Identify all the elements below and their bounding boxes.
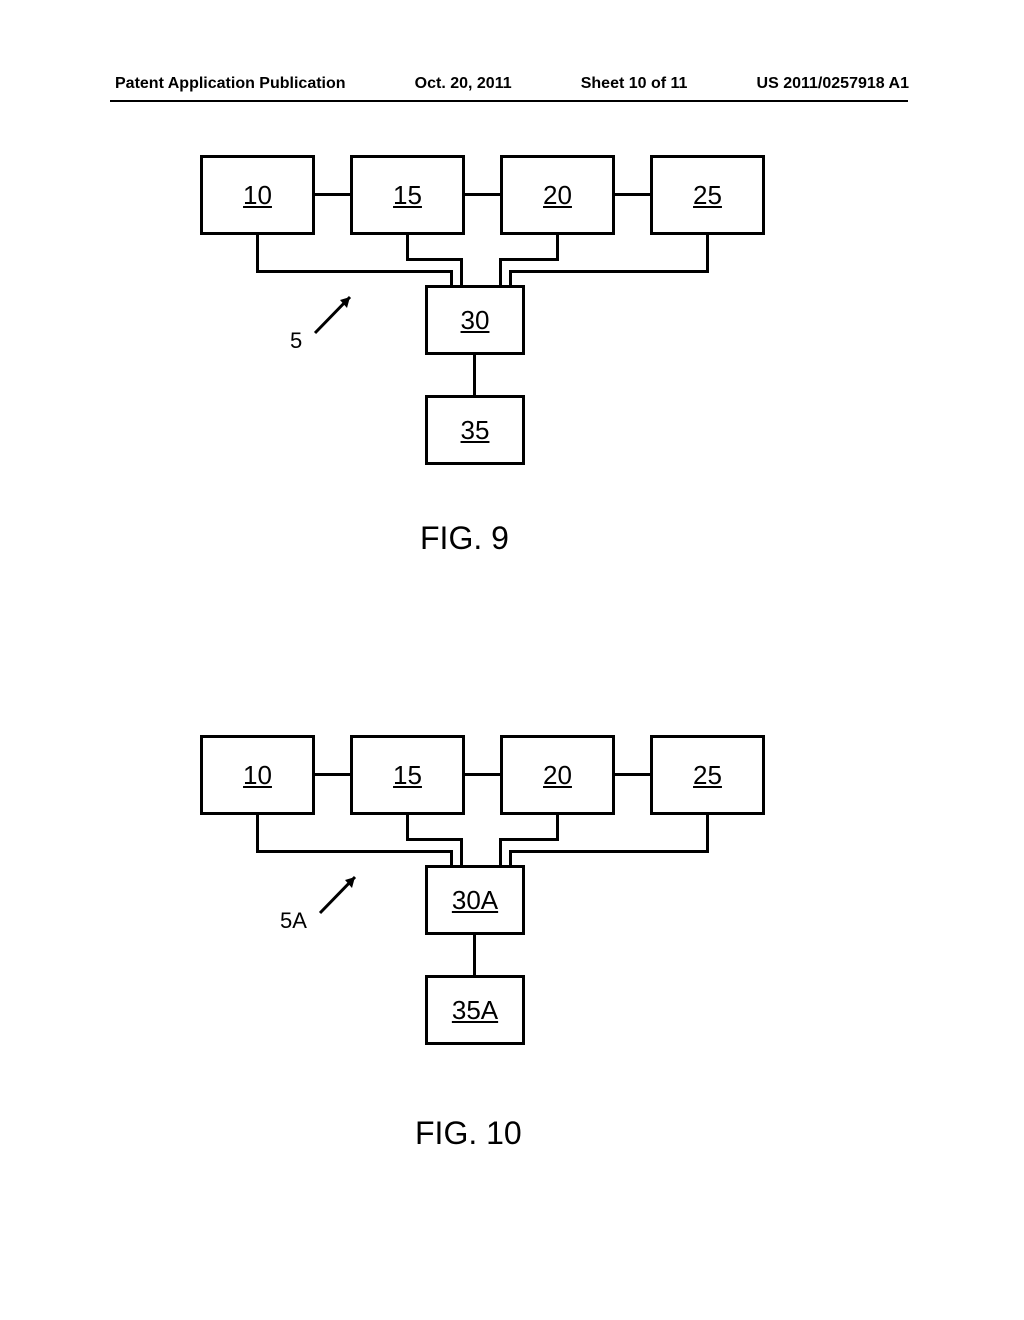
fig10-box-35a-label: 35A [452, 995, 498, 1026]
fig9-vdrop-10 [256, 235, 259, 270]
fig10-box-10-label: 10 [243, 760, 272, 791]
fig9-box-15: 15 [350, 155, 465, 235]
fig10-vdrop-25 [706, 815, 709, 850]
fig9-hconn-20-25 [615, 193, 650, 196]
fig10-box-35a: 35A [425, 975, 525, 1045]
fig9-vdrop-15 [406, 235, 409, 260]
fig9-hconn-10-15 [315, 193, 350, 196]
fig10-box-15-label: 15 [393, 760, 422, 791]
pub-type: Patent Application Publication [115, 75, 346, 93]
fig9-box-30: 30 [425, 285, 525, 355]
fig9-box-25: 25 [650, 155, 765, 235]
fig9-box-25-label: 25 [693, 180, 722, 211]
fig9-vconn-30-35 [473, 355, 476, 395]
fig9-box-15-label: 15 [393, 180, 422, 211]
fig9-vdrop-20 [556, 235, 559, 260]
fig10-box-20: 20 [500, 735, 615, 815]
fig10-vdrop-20 [556, 815, 559, 840]
fig10-hbus-15 [406, 838, 463, 841]
header-rule [110, 100, 908, 102]
fig9-ref-label: 5 [290, 328, 302, 354]
fig10-box-30a-label: 30A [452, 885, 498, 916]
fig9-vconn-30-20 [499, 258, 502, 285]
fig10-hconn-15-20 [465, 773, 500, 776]
fig10-vconn-30-20 [499, 838, 502, 865]
fig10-vconn-30-right [509, 850, 512, 865]
fig9-box-20: 20 [500, 155, 615, 235]
fig10-vdrop-10 [256, 815, 259, 850]
sheet-info: Sheet 10 of 11 [581, 75, 688, 93]
fig9-box-10: 10 [200, 155, 315, 235]
fig9-hconn-15-20 [465, 193, 500, 196]
pub-number: US 2011/0257918 A1 [757, 75, 909, 93]
fig9-box-35-label: 35 [461, 415, 490, 446]
fig10-hbus-right [509, 850, 709, 853]
fig9-hbus-20 [499, 258, 559, 261]
fig10-title: FIG. 10 [415, 1115, 522, 1152]
fig10-hconn-10-15 [315, 773, 350, 776]
fig9-box-35: 35 [425, 395, 525, 465]
fig9-vconn-30-left [450, 270, 453, 285]
fig10-box-10: 10 [200, 735, 315, 815]
fig9-title: FIG. 9 [420, 520, 509, 557]
fig9-hbus-15 [406, 258, 463, 261]
fig10-hconn-20-25 [615, 773, 650, 776]
fig9-box-20-label: 20 [543, 180, 572, 211]
fig9-box-30-label: 30 [461, 305, 490, 336]
fig9-vconn-30-right [509, 270, 512, 285]
fig10-vconn-30-35 [473, 935, 476, 975]
fig9-hbus-right [509, 270, 709, 273]
fig10-box-15: 15 [350, 735, 465, 815]
fig10-box-25: 25 [650, 735, 765, 815]
fig10-vdrop-15 [406, 815, 409, 840]
fig10-hbus-left [256, 850, 453, 853]
fig10-vconn-30-left [450, 850, 453, 865]
fig10-hbus-20 [499, 838, 559, 841]
fig9-box-10-label: 10 [243, 180, 272, 211]
pub-date: Oct. 20, 2011 [415, 75, 512, 93]
fig10-box-30a: 30A [425, 865, 525, 935]
fig10-ref-arrow [310, 865, 370, 920]
fig10-box-25-label: 25 [693, 760, 722, 791]
fig9-hbus-left [256, 270, 453, 273]
fig10-vconn-30-15 [460, 838, 463, 865]
fig10-box-20-label: 20 [543, 760, 572, 791]
fig9-vdrop-25 [706, 235, 709, 270]
patent-header: Patent Application Publication Oct. 20, … [0, 75, 1024, 93]
fig9-ref-arrow [305, 285, 365, 340]
fig9-vconn-30-15 [460, 258, 463, 285]
fig10-ref-label: 5A [280, 908, 307, 934]
